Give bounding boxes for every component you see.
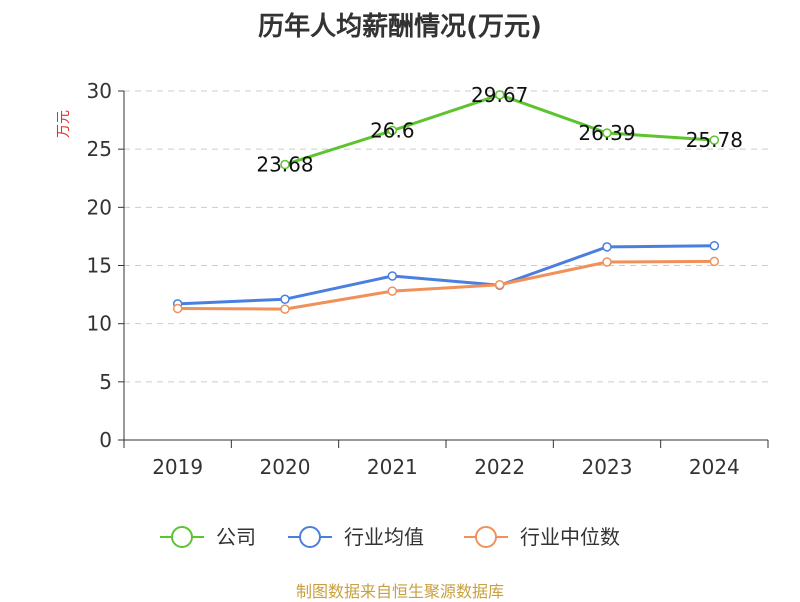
data-label: 26.6 [370, 119, 415, 143]
y-tick-label: 20 [87, 195, 112, 219]
data-point[interactable] [602, 257, 612, 267]
legend-marker [299, 526, 321, 548]
data-point[interactable] [602, 242, 612, 252]
x-tick-label: 2019 [152, 455, 203, 479]
data-point[interactable] [387, 271, 398, 281]
x-tick-label: 2022 [474, 455, 525, 479]
grid-layer [124, 90, 768, 383]
legend-item-1[interactable]: 行业均值 [288, 525, 424, 549]
x-tick-label: 2023 [582, 455, 633, 479]
data-point[interactable] [709, 135, 720, 145]
chart-title: 历年人均薪酬情况(万元) [258, 12, 542, 42]
legend-label: 公司 [216, 525, 256, 549]
data-point[interactable] [494, 279, 505, 290]
y-axis-title: 万元 [56, 110, 72, 138]
data-label: 23.68 [256, 153, 313, 177]
data-point[interactable] [709, 240, 720, 251]
series-line-1 [177, 244, 715, 306]
series-line-2 [177, 259, 715, 311]
data-point[interactable] [172, 303, 183, 314]
y-tick-label: 5 [99, 370, 112, 394]
x-tick-label: 2021 [367, 455, 418, 479]
y-tick-label: 10 [87, 312, 112, 336]
x-tick-label: 2024 [689, 455, 740, 479]
legend-item-0[interactable]: 公司 [160, 525, 256, 549]
data-label: 25.78 [686, 128, 743, 152]
y-tick-label: 30 [87, 79, 112, 103]
legend-marker [475, 526, 497, 548]
source-note: 制图数据来自恒生聚源数据库 [295, 582, 504, 601]
data-point[interactable] [494, 90, 505, 100]
y-tick-label: 0 [99, 428, 112, 452]
data-point[interactable] [387, 286, 398, 296]
data-point[interactable] [387, 125, 398, 136]
legend-marker [171, 526, 193, 548]
data-point[interactable] [709, 256, 720, 267]
series-layer [172, 90, 720, 314]
legend-label: 行业中位数 [520, 525, 620, 549]
legend[interactable]: 公司 行业均值 行业中位数 [160, 525, 620, 549]
data-label-layer: 23.68 26.6 29.67 26.39 25.78 [256, 83, 743, 177]
x-tick-label: 2020 [260, 455, 311, 479]
axis-layer: 0 5 10 15 20 25 30 2019 2020 2021 2022 2023 2024 万元 [56, 79, 769, 479]
legend-item-2[interactable]: 行业中位数 [464, 525, 620, 549]
data-point[interactable] [280, 294, 290, 304]
data-point[interactable] [280, 159, 290, 170]
y-tick-label: 25 [87, 137, 112, 161]
legend-label: 行业均值 [344, 525, 424, 549]
data-label: 26.39 [578, 121, 635, 145]
data-point[interactable] [280, 304, 290, 314]
data-point[interactable] [602, 128, 612, 138]
data-label: 29.67 [471, 83, 528, 107]
y-tick-label: 15 [87, 254, 112, 278]
